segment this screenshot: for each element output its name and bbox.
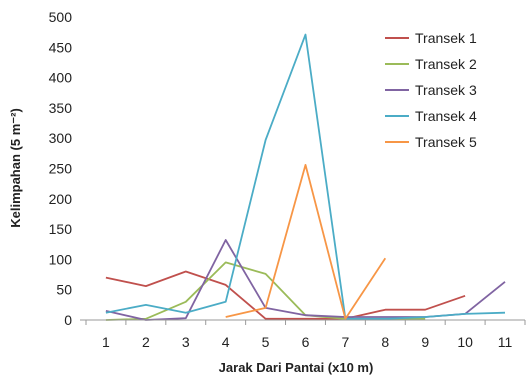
x-tick-label: 6: [302, 334, 310, 350]
legend-label: Transek 5: [415, 134, 477, 150]
x-tick-label: 7: [342, 334, 350, 350]
y-tick-label: 500: [49, 9, 73, 25]
legend-label: Transek 1: [415, 30, 477, 46]
y-axis-title: Kelimpahan (5 m⁻²): [8, 108, 23, 228]
x-tick-label: 3: [182, 334, 190, 350]
y-tick-label: 400: [49, 70, 73, 86]
x-tick-label: 5: [262, 334, 270, 350]
y-tick-label: 450: [49, 39, 73, 55]
y-tick-label: 0: [64, 312, 72, 328]
x-axis-title: Jarak Dari Pantai (x10 m): [219, 360, 374, 375]
series-line-transek-5: [225, 163, 387, 320]
x-tick-label: 4: [222, 334, 230, 350]
legend-label: Transek 4: [415, 108, 477, 124]
series-line-transek-4: [105, 33, 506, 320]
x-tick-label: 2: [142, 334, 150, 350]
legend-label: Transek 3: [415, 82, 477, 98]
x-tick-label: 9: [421, 334, 429, 350]
y-tick-label: 100: [49, 251, 73, 267]
y-tick-label: 50: [56, 282, 72, 298]
x-tick-label: 8: [381, 334, 389, 350]
y-tick-label: 200: [49, 191, 73, 207]
legend-label: Transek 2: [415, 56, 477, 72]
legend: Transek 1 Transek 2 Transek 3 Transek 4 Tran…: [385, 30, 477, 150]
y-tick-label: 300: [49, 130, 73, 146]
y-tick-label: 350: [49, 100, 73, 116]
x-tick-label: 1: [102, 334, 110, 350]
x-tick-labels: 1 2 3 4 5 6 7 8 9 10 11: [102, 334, 512, 350]
x-tick-label: 10: [457, 334, 473, 350]
y-tick-labels: 0 50 100 150 200 250 300 350 400 450 500: [49, 9, 73, 328]
y-tick-label: 150: [49, 221, 73, 237]
series-lines: [105, 33, 506, 321]
series-line-transek-1: [105, 270, 466, 320]
x-tick-label: 11: [498, 334, 513, 350]
x-axis-ticks: [85, 320, 526, 325]
y-tick-label: 250: [49, 161, 73, 177]
